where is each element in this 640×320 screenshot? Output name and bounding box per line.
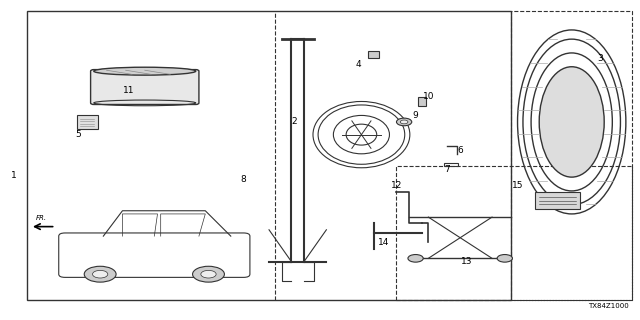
Circle shape: [93, 270, 108, 278]
FancyBboxPatch shape: [535, 192, 580, 209]
Text: 14: 14: [378, 238, 389, 247]
Circle shape: [408, 254, 423, 262]
Text: 15: 15: [512, 181, 524, 190]
Circle shape: [201, 270, 216, 278]
Text: 5: 5: [75, 130, 81, 139]
Circle shape: [84, 266, 116, 282]
Text: 13: 13: [461, 257, 472, 266]
Circle shape: [497, 254, 513, 262]
Ellipse shape: [94, 67, 196, 75]
Circle shape: [396, 118, 412, 126]
Text: 9: 9: [413, 111, 419, 120]
Text: FR.: FR.: [36, 215, 47, 221]
Text: 6: 6: [458, 146, 463, 155]
Text: 2: 2: [292, 117, 298, 126]
Text: 12: 12: [391, 181, 402, 190]
FancyBboxPatch shape: [77, 115, 99, 129]
Ellipse shape: [540, 67, 604, 177]
Text: 8: 8: [241, 174, 246, 184]
Text: 3: 3: [598, 54, 604, 63]
Text: 1: 1: [12, 172, 17, 180]
Text: 7: 7: [445, 165, 451, 174]
FancyBboxPatch shape: [418, 97, 426, 106]
FancyBboxPatch shape: [368, 51, 380, 59]
Text: TX84Z1000: TX84Z1000: [588, 303, 629, 309]
Text: 11: 11: [123, 86, 134, 95]
Circle shape: [193, 266, 225, 282]
FancyBboxPatch shape: [91, 69, 199, 105]
Text: 10: 10: [422, 92, 434, 101]
Text: 4: 4: [355, 60, 361, 69]
Circle shape: [400, 120, 408, 124]
